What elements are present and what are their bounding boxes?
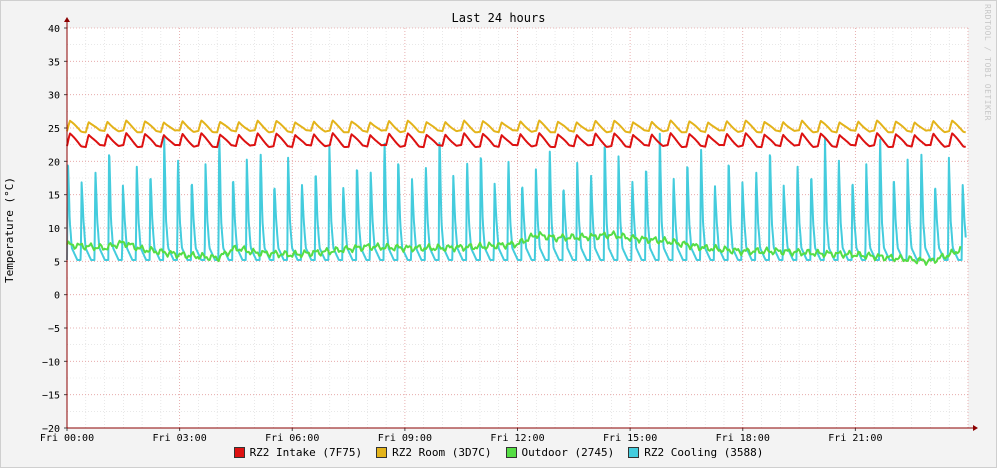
legend-swatch — [628, 447, 640, 458]
chart-title: Last 24 hours — [451, 11, 546, 25]
legend-item: RZ2 Cooling (3588) — [628, 446, 763, 459]
y-tick-label: −20 — [42, 424, 60, 435]
legend-label: RZ2 Room (3D7C) — [392, 446, 492, 459]
y-tick-label: 25 — [48, 124, 60, 135]
x-tick-label: Fri 21:00 — [828, 433, 882, 444]
y-axis-label: Temperature (°C) — [3, 177, 16, 283]
legend-item: RZ2 Room (3D7C) — [376, 446, 492, 459]
series-line-rz2-room-3d7c — [66, 119, 966, 134]
y-axis-arrow — [64, 17, 70, 22]
legend-item: RZ2 Intake (7F75) — [233, 446, 363, 459]
y-tick-label: 20 — [48, 157, 60, 168]
legend-label: Outdoor (2745) — [521, 446, 615, 459]
y-tick-label: 15 — [48, 191, 60, 202]
y-tick-label: 0 — [54, 291, 60, 302]
legend-label: RZ2 Intake (7F75) — [249, 446, 363, 459]
legend: RZ2 Intake (7F75) RZ2 Room (3D7C) Outdoor … — [0, 446, 997, 459]
x-tick-label: Fri 06:00 — [265, 433, 319, 444]
y-tick-label: 10 — [48, 224, 60, 235]
x-tick-label: Fri 00:00 — [40, 433, 94, 444]
y-tick-label: −5 — [48, 324, 60, 335]
y-tick-label: −15 — [42, 391, 60, 402]
rrdtool-watermark: RRDTOOL / TOBI OETIKER — [983, 4, 992, 121]
x-tick-label: Fri 15:00 — [603, 433, 657, 444]
legend-swatch — [505, 447, 517, 458]
y-tick-label: 5 — [54, 257, 60, 268]
x-tick-label: Fri 12:00 — [490, 433, 544, 444]
y-tick-label: −10 — [42, 357, 60, 368]
x-axis-arrow — [973, 425, 978, 431]
x-tick-label: Fri 09:00 — [378, 433, 432, 444]
legend-swatch — [376, 447, 388, 458]
series-line-rz2-intake-7f75 — [66, 132, 966, 148]
x-tick-label: Fri 18:00 — [716, 433, 770, 444]
y-tick-label: 40 — [48, 24, 60, 35]
y-tick-label: 35 — [48, 57, 60, 68]
x-tick-label: Fri 03:00 — [153, 433, 207, 444]
legend-swatch — [233, 447, 245, 458]
legend-item: Outdoor (2745) — [505, 446, 615, 459]
series-line-outdoor-2745 — [66, 230, 962, 266]
y-tick-label: 30 — [48, 91, 60, 102]
legend-label: RZ2 Cooling (3588) — [644, 446, 764, 459]
